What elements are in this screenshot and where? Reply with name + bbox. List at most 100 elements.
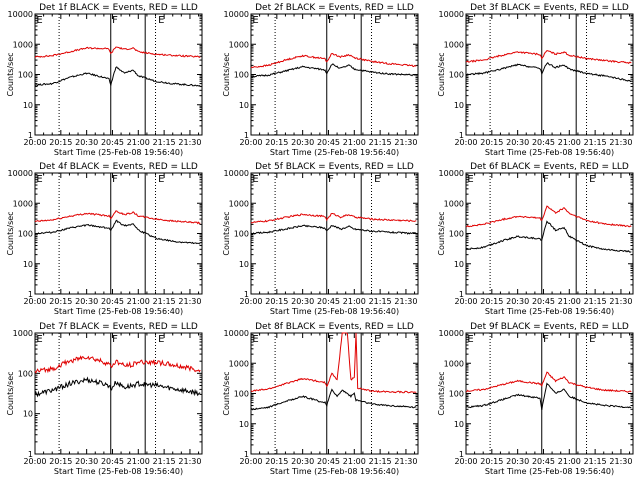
y-tick-label: 10 bbox=[239, 420, 249, 429]
y-tick-label: 100 bbox=[234, 230, 249, 239]
x-tick-label: 21:30 bbox=[394, 457, 417, 466]
events-series-line bbox=[34, 376, 201, 398]
y-tick-label: 1000 bbox=[229, 40, 249, 49]
marker-letter: E bbox=[158, 174, 164, 185]
x-tick-label: 20:15 bbox=[49, 297, 72, 306]
lld-series-line bbox=[34, 46, 201, 58]
y-tick-label: 10 bbox=[454, 420, 464, 429]
panel-title: Det 8f BLACK = Events, RED = LLD bbox=[255, 322, 414, 332]
y-tick-label: 10 bbox=[239, 101, 249, 110]
x-tick-label: 20:30 bbox=[75, 297, 98, 306]
x-tick-label: 21:30 bbox=[394, 297, 417, 306]
y-tick-label: 10 bbox=[23, 101, 33, 110]
marker-letter: F bbox=[543, 15, 549, 26]
x-tick-label: 20:45 bbox=[101, 138, 124, 147]
y-tick-label: 100 bbox=[18, 230, 33, 239]
x-tick-label: 20:30 bbox=[506, 138, 529, 147]
x-tick-label: 21:00 bbox=[127, 457, 150, 466]
x-tick-label: 21:15 bbox=[369, 138, 392, 147]
y-tick-label: 100 bbox=[449, 71, 464, 80]
y-tick-label: 10 bbox=[454, 101, 464, 110]
plot-frame bbox=[34, 13, 203, 136]
y-tick-label: 1 bbox=[28, 131, 33, 140]
x-tick-label: 21:00 bbox=[558, 457, 581, 466]
marker-letter: F bbox=[328, 15, 334, 26]
lld-series-line bbox=[250, 213, 417, 224]
panel-title: Det 1f BLACK = Events, RED = LLD bbox=[39, 3, 198, 13]
y-tick-label: 10000 bbox=[439, 329, 464, 338]
y-tick-label: 1 bbox=[459, 131, 464, 140]
y-tick-label: 10000 bbox=[439, 10, 464, 19]
x-axis-label: Start Time (25-Feb-08 19:56:40) bbox=[270, 467, 399, 476]
marker-letter: E bbox=[374, 174, 380, 185]
marker-letter: E bbox=[589, 174, 595, 185]
panel-title: Det 4f BLACK = Events, RED = LLD bbox=[39, 162, 198, 172]
plot-frame bbox=[465, 172, 634, 295]
x-tick-label: 20:30 bbox=[291, 457, 314, 466]
y-tick-label: 10 bbox=[23, 410, 33, 419]
y-tick-label: 1000 bbox=[229, 359, 249, 368]
x-tick-label: 21:00 bbox=[558, 297, 581, 306]
panel-det-8: Det 8f BLACK = Events, RED = LLD 1 10 100 10… bbox=[222, 322, 419, 476]
y-tick-label: 100 bbox=[18, 369, 33, 378]
plot-frame bbox=[34, 172, 203, 295]
x-tick-label: 20:30 bbox=[291, 297, 314, 306]
x-tick-label: 20:45 bbox=[101, 457, 124, 466]
x-tick-label: 20:15 bbox=[480, 138, 503, 147]
events-series-line bbox=[465, 382, 632, 410]
x-tick-label: 20:00 bbox=[454, 297, 477, 306]
y-tick-label: 10000 bbox=[224, 10, 249, 19]
lld-series-line bbox=[465, 371, 632, 393]
x-tick-label: 21:00 bbox=[127, 138, 150, 147]
x-tick-label: 21:30 bbox=[609, 138, 632, 147]
events-series-line bbox=[34, 219, 201, 245]
x-tick-label: 20:00 bbox=[23, 138, 46, 147]
marker-letter: E bbox=[252, 15, 258, 26]
x-tick-label: 20:45 bbox=[317, 297, 340, 306]
y-tick-label: 1 bbox=[244, 450, 249, 459]
x-axis-label: Start Time (25-Feb-08 19:56:40) bbox=[54, 467, 183, 476]
x-axis-label: Start Time (25-Feb-08 19:56:40) bbox=[270, 148, 399, 157]
x-tick-label: 20:15 bbox=[265, 457, 288, 466]
panel-det-9: Det 9f BLACK = Events, RED = LLD 1 10 100 10… bbox=[437, 322, 634, 476]
y-tick-label: 1 bbox=[459, 450, 464, 459]
x-tick-label: 21:15 bbox=[369, 297, 392, 306]
x-tick-label: 20:15 bbox=[49, 457, 72, 466]
x-tick-label: 21:15 bbox=[153, 457, 176, 466]
x-axis-label: Start Time (25-Feb-08 19:56:40) bbox=[485, 148, 614, 157]
x-tick-label: 21:15 bbox=[584, 297, 607, 306]
y-tick-label: 1000 bbox=[13, 199, 33, 208]
x-tick-label: 20:00 bbox=[23, 297, 46, 306]
x-tick-label: 20:45 bbox=[532, 457, 555, 466]
x-tick-label: 20:45 bbox=[532, 297, 555, 306]
events-series-line bbox=[250, 388, 417, 411]
x-tick-label: 20:45 bbox=[317, 457, 340, 466]
lld-series-line bbox=[250, 52, 417, 69]
x-tick-label: 20:30 bbox=[506, 457, 529, 466]
x-axis-label: Start Time (25-Feb-08 19:56:40) bbox=[54, 307, 183, 316]
panel-det-6: Det 6f BLACK = Events, RED = LLD 1 10 100 10… bbox=[437, 162, 634, 316]
x-tick-label: 20:45 bbox=[532, 138, 555, 147]
x-tick-label: 20:15 bbox=[480, 297, 503, 306]
x-tick-label: 20:30 bbox=[75, 457, 98, 466]
marker-letter: F bbox=[112, 174, 118, 185]
y-axis-label: Counts/sec bbox=[222, 371, 231, 415]
x-tick-label: 21:15 bbox=[153, 138, 176, 147]
x-tick-label: 20:15 bbox=[480, 457, 503, 466]
y-tick-label: 1000 bbox=[444, 40, 464, 49]
y-tick-label: 100 bbox=[234, 71, 249, 80]
x-axis-label: Start Time (25-Feb-08 19:56:40) bbox=[485, 467, 614, 476]
y-axis-label: Counts/sec bbox=[6, 211, 15, 255]
y-tick-label: 1000 bbox=[13, 40, 33, 49]
y-tick-label: 10000 bbox=[439, 169, 464, 178]
x-tick-label: 20:15 bbox=[49, 138, 72, 147]
x-tick-label: 20:15 bbox=[265, 138, 288, 147]
panel-title: Det 6f BLACK = Events, RED = LLD bbox=[470, 162, 629, 172]
marker-letter: F bbox=[112, 15, 118, 26]
y-tick-label: 100 bbox=[449, 230, 464, 239]
marker-letter: E bbox=[374, 15, 380, 26]
x-axis-label: Start Time (25-Feb-08 19:56:40) bbox=[54, 148, 183, 157]
y-tick-label: 1 bbox=[244, 290, 249, 299]
panel-det-7: Det 7f BLACK = Events, RED = LLD 1 10 100 10… bbox=[6, 322, 203, 476]
